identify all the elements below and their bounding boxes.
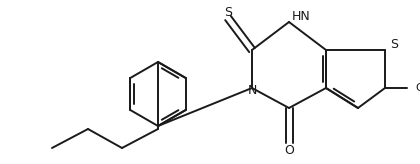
Text: HN: HN: [292, 10, 311, 22]
Text: S: S: [224, 6, 232, 19]
Text: CH₃: CH₃: [415, 83, 420, 93]
Text: N: N: [247, 83, 257, 96]
Text: S: S: [390, 38, 398, 51]
Text: O: O: [284, 144, 294, 156]
